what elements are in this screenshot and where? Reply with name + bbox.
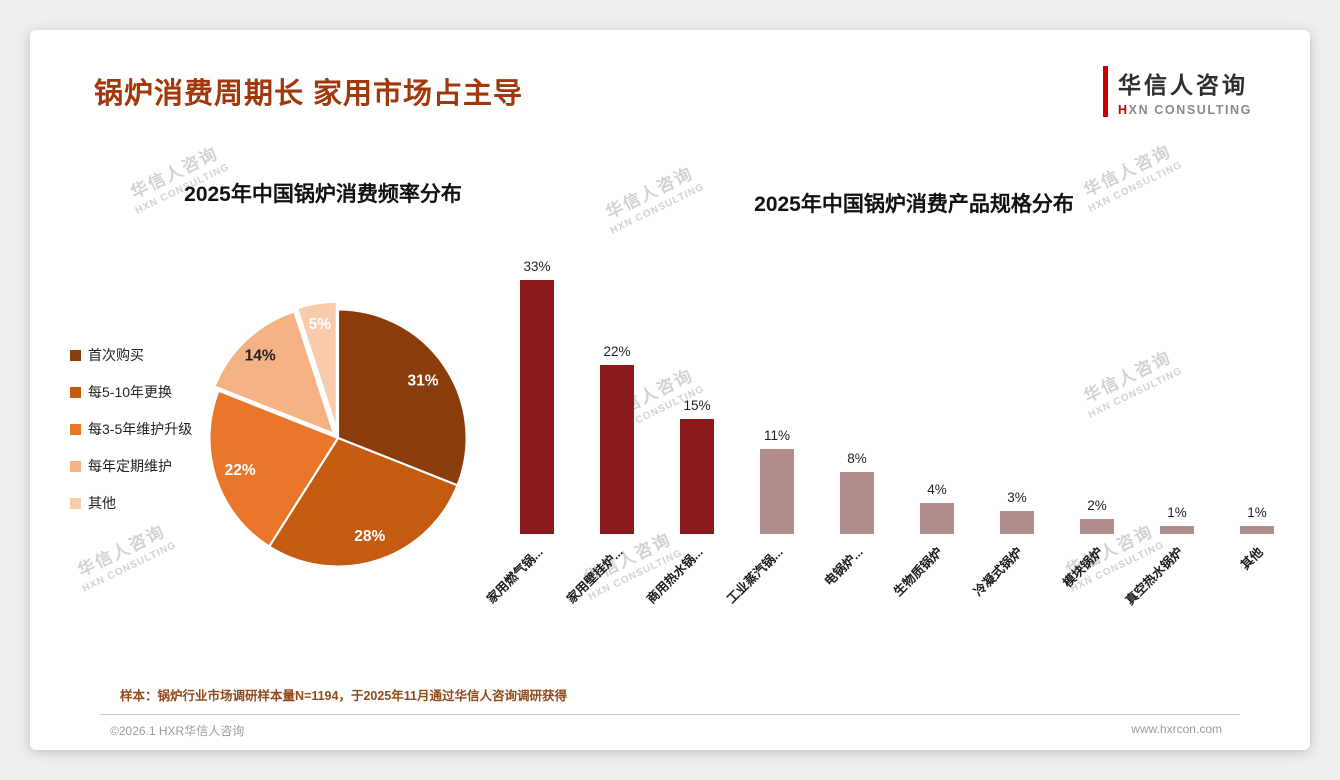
- company-logo: 华信人咨询 HXN CONSULTING: [1103, 66, 1252, 117]
- bar: [840, 472, 874, 534]
- legend-label: 首次购买: [88, 347, 144, 363]
- bar-category-label: 真空热水锅炉: [1122, 544, 1186, 608]
- pie-slice: [295, 300, 338, 431]
- legend-label: 每年定期维护: [88, 458, 172, 474]
- bar-value-label: 4%: [927, 482, 947, 498]
- pie-slice: [336, 308, 468, 487]
- legend-label: 每3-5年维护升级: [88, 421, 193, 437]
- bar: [760, 449, 794, 534]
- legend-swatch: [70, 349, 81, 361]
- pie-legend: 首次购买每5-10年更换每3-5年维护升级 每年定期维护 其他: [70, 347, 192, 532]
- legend-swatch: [70, 423, 81, 435]
- legend-item: 其他: [70, 495, 192, 511]
- bar-category-label: 模块锅炉: [1060, 544, 1106, 591]
- slide-card: 华信人咨询 HXN CONSULTING 华信人咨询 HXN CONSULTING 华信…: [30, 30, 1310, 750]
- bar-value-label: 15%: [683, 397, 711, 413]
- bar-value-label: 1%: [1167, 505, 1187, 521]
- bar: [1160, 526, 1194, 534]
- legend-item: 首次购买: [70, 347, 192, 363]
- bar-chart-title: 2025年中国锅炉消费产品规格分布: [754, 193, 1074, 216]
- bar: [1000, 510, 1034, 534]
- logo-mark: [1103, 66, 1108, 117]
- page-title: 锅炉消费周期长 家用市场占主导: [94, 78, 524, 110]
- legend-swatch: [70, 386, 81, 398]
- legend-item: 每3-5年维护升级: [70, 421, 192, 437]
- bar: [600, 364, 634, 534]
- pie-slice-label: 14%: [245, 347, 276, 364]
- legend-item: 每年定期维护: [70, 458, 192, 474]
- pie-slice: [267, 436, 459, 568]
- bar-value-label: 2%: [1087, 497, 1107, 513]
- bar-value-label: 1%: [1247, 505, 1267, 521]
- bar-value-label: 11%: [763, 428, 791, 444]
- bar-plot-area: 33% 22% 15% 11% 8% 4% 3% 2% 1% 1%: [497, 252, 1297, 534]
- logo-en-rest: XN CONSULTING: [1128, 103, 1252, 117]
- bar: [1080, 518, 1114, 534]
- footer-divider: [100, 714, 1240, 715]
- bar-category-label: 商用热水锅...: [644, 544, 706, 607]
- bar-category-label: 其他: [1238, 544, 1266, 573]
- bar-value-label: 33%: [523, 258, 551, 274]
- pie-slice-label: 28%: [354, 528, 385, 545]
- legend-label: 每5-10年更换: [88, 384, 173, 400]
- bar-category-labels: 家用燃气锅... 家用壁挂炉... 商用热水锅... 工业蒸汽锅... 电锅炉... 生物…: [484, 534, 1297, 694]
- pie-slice-label: 22%: [225, 462, 256, 479]
- bar-category-label: 家用壁挂炉...: [564, 544, 626, 607]
- legend-swatch: [70, 497, 81, 509]
- pie-slice-label: 5%: [309, 316, 332, 333]
- pie-slice: [208, 389, 340, 549]
- pie-slice: [213, 310, 336, 436]
- logo-cn-text: 华信人咨询: [1118, 72, 1248, 98]
- bar: [520, 279, 554, 534]
- pie-chart-title: 2025年中国锅炉消费频率分布: [184, 183, 462, 206]
- bar-value-label: 3%: [1007, 489, 1027, 505]
- pie-chart: 31% 28% 22% 14% 5%: [208, 300, 468, 568]
- bar-category-label: 电锅炉...: [821, 544, 866, 589]
- bar-value-label: 22%: [603, 343, 631, 359]
- pie-slice-label: 31%: [408, 373, 439, 390]
- bar: [680, 418, 714, 534]
- bar-category-label: 家用燃气锅...: [484, 544, 546, 607]
- bar-chart: 33% 22% 15% 11% 8% 4% 3% 2% 1% 1% 家用燃气锅... 家用壁挂炉..…: [484, 252, 1297, 702]
- legend-swatch: [70, 460, 81, 472]
- watermark-en: HXN CONSULTING: [80, 539, 179, 595]
- logo-en-text: HXN CONSULTING: [1118, 103, 1252, 117]
- bar-category-label: 工业蒸汽锅...: [724, 544, 786, 607]
- website-text: www.hxrcon.com: [1131, 722, 1222, 736]
- bar-category-label: 生物质锅炉: [891, 544, 946, 599]
- copyright-text: ©2026.1 HXR华信人咨询: [110, 724, 245, 738]
- bar-value-label: 8%: [847, 451, 867, 467]
- logo-en-initial: H: [1118, 103, 1129, 117]
- bar: [920, 503, 954, 534]
- bar-category-label: 冷凝式锅炉: [971, 544, 1026, 599]
- legend-item: 每5-10年更换: [70, 384, 192, 400]
- logo-text: 华信人咨询 HXN CONSULTING: [1118, 66, 1252, 117]
- sample-footnote: 样本：锅炉行业市场调研样本量N=1194，于2025年11月通过华信人咨询调研获…: [120, 689, 567, 703]
- legend-label: 其他: [88, 495, 116, 511]
- bar: [1240, 526, 1274, 534]
